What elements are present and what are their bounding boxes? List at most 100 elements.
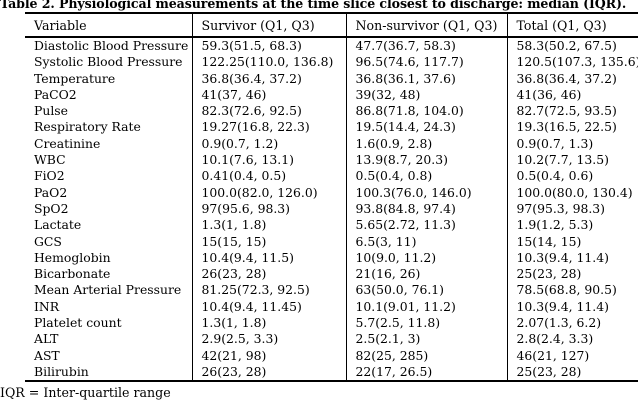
value-cell: 82(25, 285) xyxy=(345,347,507,364)
value-cell: 0.9(0.7, 1.3) xyxy=(506,135,638,153)
value-cell: 5.65(2.72, 11.3) xyxy=(345,217,507,234)
value-cell: 86.8(71.8, 104.0) xyxy=(345,103,507,120)
value-cell: 0.5(0.4, 0.6) xyxy=(506,168,638,185)
value-cell: 10.1(9.01, 11.2) xyxy=(345,298,507,316)
value-cell: 26(23, 28) xyxy=(191,363,346,382)
value-cell: 58.3(50.2, 67.5) xyxy=(506,37,638,55)
value-cell: 1.6(0.9, 2.8) xyxy=(345,135,507,153)
table-row: SpO2 97(95.6, 98.3) 93.8(84.8, 97.4) 97(95.… xyxy=(25,200,638,218)
value-cell: 15(15, 15) xyxy=(191,233,346,250)
header-row: Variable Survivor (Q1, Q3) Non-survivor … xyxy=(25,13,638,38)
value-cell: 93.8(84.8, 97.4) xyxy=(345,200,507,218)
value-cell: 0.9(0.7, 1.2) xyxy=(191,135,346,153)
value-cell: 0.41(0.4, 0.5) xyxy=(191,168,346,185)
table-row: Diastolic Blood Pressure 59.3(51.5, 68.3)… xyxy=(25,37,638,55)
value-cell: 81.25(72.3, 92.5) xyxy=(191,282,346,299)
table-row: Systolic Blood Pressure 122.25(110.0, 136… xyxy=(25,54,638,71)
variable-cell: WBC xyxy=(34,152,66,168)
value-cell: 25(23, 28) xyxy=(506,363,638,382)
value-cell: 1.3(1, 1.8) xyxy=(191,315,346,332)
iqr-footnote: IQR = Inter-quartile range xyxy=(0,385,171,401)
table-row: Respiratory Rate 19.27(16.8, 22.3) 19.5(14… xyxy=(25,119,638,136)
table-row: INR 10.4(9.4, 11.45) 10.1(9.01, 11.2) 10.3(… xyxy=(25,298,638,316)
value-cell: 59.3(51.5, 68.3) xyxy=(191,37,346,55)
value-cell: 15(14, 15) xyxy=(506,233,638,250)
value-cell: 25(23, 28) xyxy=(506,266,638,283)
value-cell: 22(17, 26.5) xyxy=(345,363,507,382)
value-cell: 10.2(7.7, 13.5) xyxy=(506,152,638,169)
value-cell: 36.8(36.1, 37.6) xyxy=(345,70,507,87)
table-row: ALT 2.9(2.5, 3.3) 2.5(2.1, 3) 2.8(2.4, 3.3) xyxy=(25,331,638,348)
value-cell: 82.3(72.6, 92.5) xyxy=(191,103,346,120)
table-row: Creatinine 0.9(0.7, 1.2) 1.6(0.9, 2.8) 0.9(… xyxy=(25,135,638,153)
table-row: Pulse 82.3(72.6, 92.5) 86.8(71.8, 104.0) 82… xyxy=(25,103,638,120)
value-cell: 19.5(14.4, 24.3) xyxy=(345,119,507,136)
variable-cell: Bilirubin xyxy=(34,363,89,379)
variable-cell: Mean Arterial Pressure xyxy=(34,282,182,298)
value-cell: 36.8(36.4, 37.2) xyxy=(191,70,346,87)
table-body: Diastolic Blood Pressure 59.3(51.5, 68.3)… xyxy=(25,37,638,382)
variable-cell: Temperature xyxy=(34,70,116,86)
table-row: Bilirubin 26(23, 28) 22(17, 26.5) 25(23, 28… xyxy=(25,363,638,382)
table-row: Hemoglobin 10.4(9.4, 11.5) 10(9.0, 11.2) 10… xyxy=(25,249,638,267)
value-cell: 46(21, 127) xyxy=(506,347,638,364)
variable-cell: Diastolic Blood Pressure xyxy=(34,38,189,53)
value-cell: 10.4(9.4, 11.5) xyxy=(191,249,346,267)
value-cell: 122.25(110.0, 136.8) xyxy=(191,54,346,71)
table-row: GCS 15(15, 15) 6.5(3, 11) 15(14, 15) xyxy=(25,233,638,250)
variable-cell: AST xyxy=(34,347,60,363)
value-cell: 2.8(2.4, 3.3) xyxy=(506,331,638,348)
value-cell: 100.3(76.0, 146.0) xyxy=(345,184,507,201)
variable-cell: Lactate xyxy=(34,217,82,233)
value-cell: 39(32, 48) xyxy=(345,86,507,104)
value-cell: 41(36, 46) xyxy=(506,86,638,104)
variable-cell: Pulse xyxy=(34,103,68,119)
value-cell: 5.7(2.5, 11.8) xyxy=(345,315,507,332)
column-header-survivor: Survivor (Q1, Q3) xyxy=(191,13,346,38)
variable-cell: FiO2 xyxy=(34,168,65,184)
table-row: PaO2 100.0(82.0, 126.0) 100.3(76.0, 146.0)… xyxy=(25,184,638,201)
value-cell: 120.5(107.3, 135.6) xyxy=(506,54,638,71)
value-cell: 41(37, 46) xyxy=(191,86,346,104)
variable-cell: Hemoglobin xyxy=(34,249,111,265)
value-cell: 19.27(16.8, 22.3) xyxy=(191,119,346,136)
value-cell: 19.3(16.5, 22.5) xyxy=(506,119,638,136)
value-cell: 10.4(9.4, 11.45) xyxy=(191,298,346,316)
table-row: Mean Arterial Pressure 81.25(72.3, 92.5) 6… xyxy=(25,282,638,299)
value-cell: 13.9(8.7, 20.3) xyxy=(345,152,507,169)
value-cell: 2.5(2.1, 3) xyxy=(345,331,507,348)
value-cell: 100.0(82.0, 126.0) xyxy=(191,184,346,201)
value-cell: 21(16, 26) xyxy=(345,266,507,283)
value-cell: 36.8(36.4, 37.2) xyxy=(506,70,638,87)
table-row: Temperature 36.8(36.4, 37.2) 36.8(36.1, 37… xyxy=(25,70,638,87)
column-header-total: Total (Q1, Q3) xyxy=(506,13,638,38)
variable-cell: INR xyxy=(34,298,60,314)
variable-cell: Platelet count xyxy=(34,315,122,331)
value-cell: 1.9(1.2, 5.3) xyxy=(506,217,638,234)
table-row: AST 42(21, 98) 82(25, 285) 46(21, 127) xyxy=(25,347,638,364)
table-row: Platelet count 1.3(1, 1.8) 5.7(2.5, 11.8) 2… xyxy=(25,315,638,332)
value-cell: 97(95.3, 98.3) xyxy=(506,200,638,218)
value-cell: 42(21, 98) xyxy=(191,347,346,364)
table-row: Bicarbonate 26(23, 28) 21(16, 26) 25(23, 28… xyxy=(25,266,638,283)
value-cell: 78.5(68.8, 90.5) xyxy=(506,282,638,299)
variable-cell: PaO2 xyxy=(34,184,68,200)
variable-cell: SpO2 xyxy=(34,200,69,216)
value-cell: 0.5(0.4, 0.8) xyxy=(345,168,507,185)
value-cell: 26(23, 28) xyxy=(191,266,346,283)
value-cell: 2.9(2.5, 3.3) xyxy=(191,331,346,348)
value-cell: 1.3(1, 1.8) xyxy=(191,217,346,234)
column-header-non-survivor: Non-survivor (Q1, Q3) xyxy=(345,13,507,38)
table-row: WBC 10.1(7.6, 13.1) 13.9(8.7, 20.3) 10.2(7.… xyxy=(25,152,638,169)
table-row: FiO2 0.41(0.4, 0.5) 0.5(0.4, 0.8) 0.5(0.4, … xyxy=(25,168,638,185)
table-header: Variable Survivor (Q1, Q3) Non-survivor … xyxy=(25,13,638,38)
variable-cell: ALT xyxy=(34,331,59,347)
variable-cell: Bicarbonate xyxy=(34,266,111,282)
table-row: PaCO2 41(37, 46) 39(32, 48) 41(36, 46) xyxy=(25,86,638,104)
variable-cell: Creatinine xyxy=(34,135,101,151)
value-cell: 2.07(1.3, 6.2) xyxy=(506,315,638,332)
value-cell: 96.5(74.6, 117.7) xyxy=(345,54,507,71)
variable-cell: Respiratory Rate xyxy=(34,119,141,135)
value-cell: 63(50.0, 76.1) xyxy=(345,282,507,299)
column-header-variable: Variable xyxy=(25,13,192,38)
